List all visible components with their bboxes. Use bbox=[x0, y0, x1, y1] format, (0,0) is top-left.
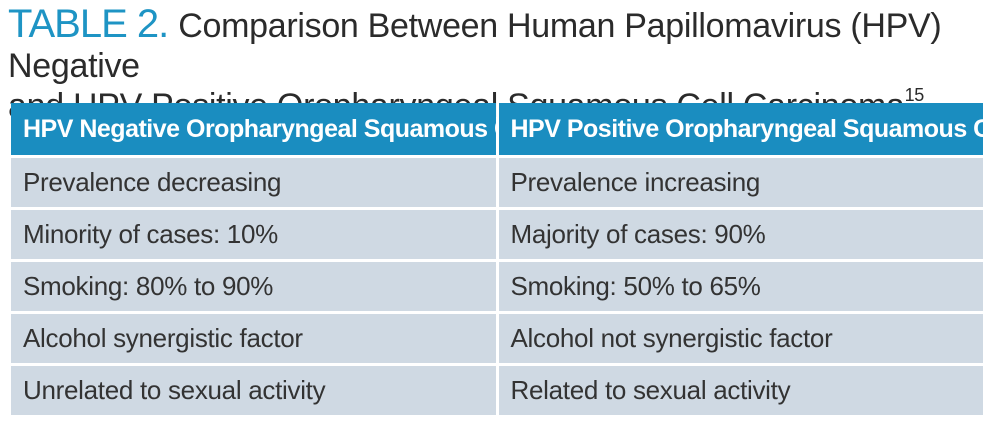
reference-superscript: 15 bbox=[904, 85, 925, 105]
cell-negative: Smoking: 80% to 90% bbox=[11, 262, 496, 311]
cell-negative: Minority of cases: 10% bbox=[11, 210, 496, 259]
cell-negative: Prevalence decreasing bbox=[11, 158, 496, 207]
table-row: Minority of cases: 10% Majority of cases… bbox=[11, 210, 983, 259]
header-hpv-negative: HPV Negative Oropharyngeal Squamous Cell bbox=[11, 103, 496, 155]
cell-negative: Unrelated to sexual activity bbox=[11, 366, 496, 415]
header-row: HPV Negative Oropharyngeal Squamous Cell… bbox=[11, 103, 983, 155]
table-number-label: TABLE 2. bbox=[8, 2, 169, 46]
cell-positive: Smoking: 50% to 65% bbox=[498, 262, 983, 311]
cell-positive: Prevalence increasing bbox=[498, 158, 983, 207]
table-caption: TABLE 2. Comparison Between Human Papillo… bbox=[8, 2, 988, 125]
comparison-table: HPV Negative Oropharyngeal Squamous Cell… bbox=[8, 100, 986, 418]
table-row: Unrelated to sexual activity Related to … bbox=[11, 366, 983, 415]
cell-positive: Majority of cases: 90% bbox=[498, 210, 983, 259]
table-row: Prevalence decreasing Prevalence increas… bbox=[11, 158, 983, 207]
cell-positive: Related to sexual activity bbox=[498, 366, 983, 415]
cell-positive: Alcohol not synergistic factor bbox=[498, 314, 983, 363]
caption-title-line-1: Comparison Between Human Papillomavirus … bbox=[8, 7, 942, 85]
comparison-table-container: HPV Negative Oropharyngeal Squamous Cell… bbox=[8, 100, 986, 426]
table-row: Smoking: 80% to 90% Smoking: 50% to 65% bbox=[11, 262, 983, 311]
header-hpv-positive: HPV Positive Oropharyngeal Squamous Cell bbox=[498, 103, 983, 155]
table-row: Alcohol synergistic factor Alcohol not s… bbox=[11, 314, 983, 363]
cell-negative: Alcohol synergistic factor bbox=[11, 314, 496, 363]
